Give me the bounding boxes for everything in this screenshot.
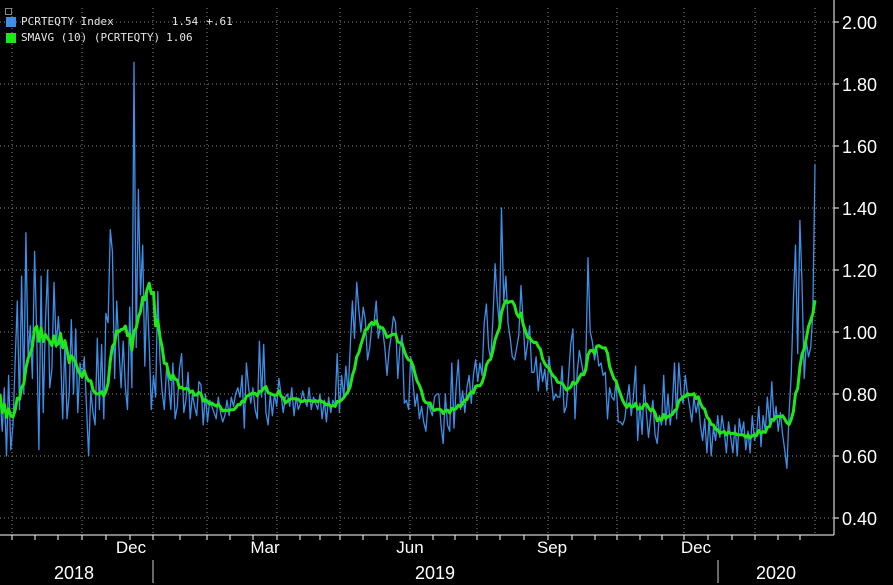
legend-swatch-blue [6,17,16,27]
x-month-label: Mar [250,538,280,557]
x-month-label: Jun [396,538,423,557]
legend-series1-last: 1.54 [171,15,199,28]
legend-item-smavg[interactable]: SMAVG (10) (PCRTEQTY) 1.06 [6,30,233,46]
legend-series2-last: 1.06 [166,31,193,44]
legend-collapse-icon[interactable] [5,8,12,15]
legend-swatch-green [6,33,16,43]
legend-series1-name: PCRTEQTY Index [21,15,114,28]
x-month-label: Dec [681,538,712,557]
y-tick-label: 1.40 [842,199,877,219]
legend: PCRTEQTY Index 1.54 +.61 SMAVG (10) (PCR… [5,8,233,46]
y-tick-label: 2.00 [842,13,877,33]
series-line-pcrteqty [0,61,816,470]
x-year-label: 2018 [54,563,94,583]
series-line-smavg [0,281,817,440]
x-month-label: Dec [116,538,147,557]
legend-series2-name: SMAVG (10) (PCRTEQTY) [21,31,161,44]
series-layer [0,61,817,470]
y-tick-label: 0.60 [842,447,877,467]
x-year-label: 2019 [415,563,455,583]
grid [0,8,834,535]
y-tick-label: 1.20 [842,261,877,281]
x-axis: Dec Mar Jun Sep Dec 2018 2019 2020 [0,534,834,583]
y-tick-label: 1.60 [842,137,877,157]
legend-item-pcrteqty[interactable]: PCRTEQTY Index 1.54 +.61 [6,14,233,30]
y-axis: 2.00 1.80 1.60 1.40 1.20 1.00 0.80 0.60 0.40 [833,0,877,535]
y-tick-label: 1.00 [842,323,877,343]
y-tick-label: 1.80 [842,75,877,95]
x-month-label: Sep [537,538,567,557]
x-year-label: 2020 [756,563,796,583]
y-tick-label: 0.80 [842,385,877,405]
y-tick-label: 0.40 [842,509,877,529]
legend-series1-change: +.61 [206,15,233,28]
